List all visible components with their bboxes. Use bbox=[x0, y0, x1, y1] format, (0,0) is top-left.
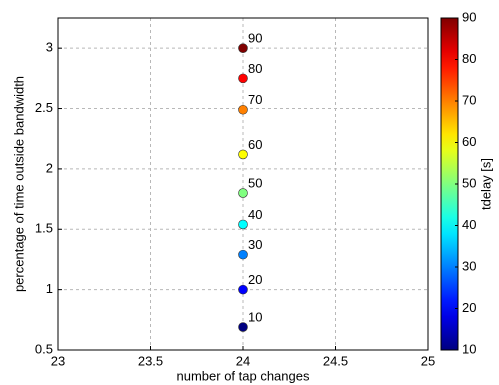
colorbar-tick-label: 70 bbox=[462, 92, 476, 107]
point bbox=[238, 219, 248, 230]
point bbox=[238, 249, 248, 260]
point-label: 80 bbox=[248, 61, 262, 76]
x-tick-label: 24 bbox=[236, 353, 250, 368]
point-label: 90 bbox=[248, 31, 262, 46]
colorbar-tick-label: 10 bbox=[462, 341, 476, 356]
x-tick-label: 25 bbox=[421, 353, 435, 368]
colorbar-tick-label: 30 bbox=[462, 258, 476, 273]
point bbox=[238, 104, 248, 115]
y-tick-label: 1 bbox=[46, 281, 53, 296]
point-label: 70 bbox=[248, 92, 262, 107]
point-label: 30 bbox=[248, 237, 262, 252]
colorbar-tick-label: 40 bbox=[462, 217, 476, 232]
point-label: 50 bbox=[248, 175, 262, 190]
colorbar-label: tdelay [s] bbox=[478, 158, 493, 210]
y-axis-label: percentage of time outside bandwidth bbox=[11, 76, 26, 292]
x-tick-label: 24.5 bbox=[323, 353, 348, 368]
x-tick-label: 23.5 bbox=[138, 353, 163, 368]
colorbar-tick-label: 20 bbox=[462, 300, 476, 315]
x-tick-label: 23 bbox=[51, 353, 65, 368]
point-label: 40 bbox=[248, 207, 262, 222]
colorbar-tick-label: 50 bbox=[462, 175, 476, 190]
plot-frame bbox=[57, 17, 429, 351]
colorbar-tick-label: 60 bbox=[462, 134, 476, 149]
y-tick-label: 3 bbox=[46, 40, 53, 55]
point bbox=[238, 322, 248, 332]
y-tick-label: 2 bbox=[46, 160, 53, 175]
point bbox=[238, 149, 248, 160]
point-label: 60 bbox=[248, 137, 262, 152]
point bbox=[238, 284, 248, 295]
point bbox=[238, 188, 248, 198]
point bbox=[238, 73, 248, 84]
point-label: 20 bbox=[248, 272, 262, 287]
x-axis-label: number of tap changes bbox=[177, 368, 310, 383]
y-tick-label: 2.5 bbox=[35, 100, 53, 115]
colorbar-tick-label: 90 bbox=[462, 9, 476, 24]
y-tick-label: 0.5 bbox=[35, 341, 53, 356]
point bbox=[238, 43, 248, 53]
colorbar-tick-label: 80 bbox=[462, 51, 476, 66]
point-label: 10 bbox=[248, 309, 262, 324]
y-tick-label: 1.5 bbox=[35, 221, 53, 236]
